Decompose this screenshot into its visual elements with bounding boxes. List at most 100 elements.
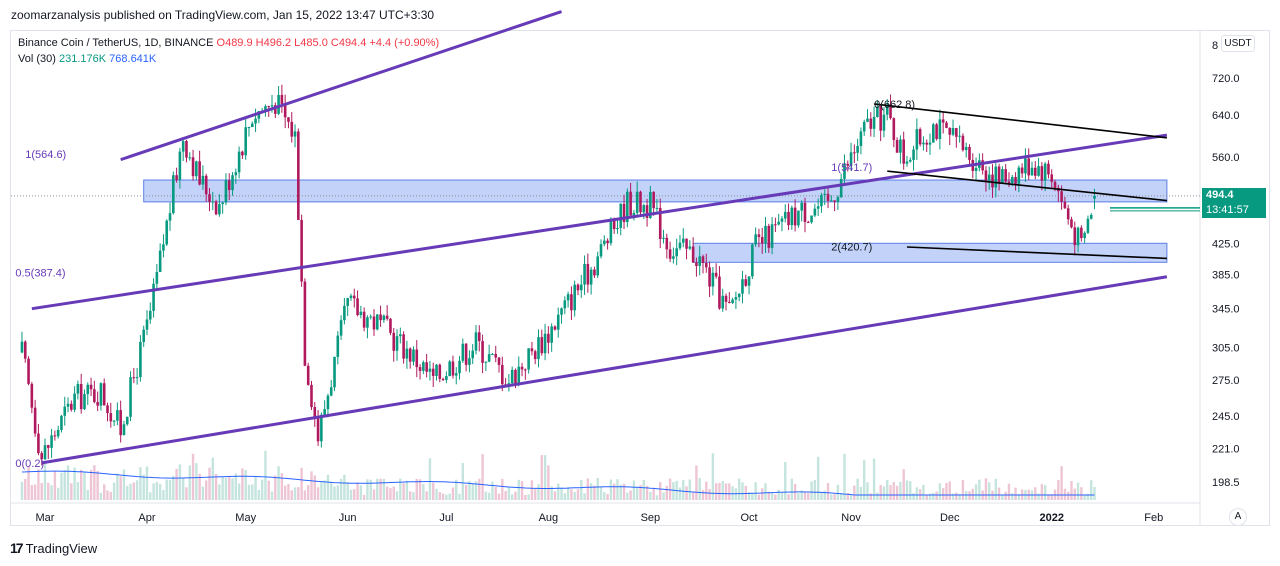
- price-zone: [692, 242, 1168, 263]
- volume-bar: [724, 483, 728, 500]
- volume-bar: [1090, 480, 1093, 500]
- candle-body: [461, 343, 465, 361]
- candle-body: [431, 368, 435, 376]
- y-tick-label: 305.0: [1212, 342, 1240, 354]
- volume-bar: [99, 492, 103, 500]
- candle-body: [188, 157, 192, 159]
- candle-body: [316, 417, 320, 442]
- candle-body: [494, 354, 498, 358]
- fib-label: 0(662.8): [874, 99, 915, 111]
- volume-bar: [807, 493, 810, 500]
- candle-body: [385, 315, 389, 319]
- volume-bar: [155, 481, 159, 500]
- volume-bar: [780, 493, 784, 500]
- candle-body: [454, 373, 458, 376]
- volume-bar: [422, 484, 425, 500]
- candle-body: [1030, 167, 1034, 176]
- candle-body: [938, 119, 942, 140]
- countdown-tag: 13:41:57: [1202, 203, 1266, 218]
- candle-body: [767, 225, 771, 248]
- candle-body: [359, 311, 363, 316]
- volume-bar: [583, 493, 586, 500]
- volume-bar: [260, 479, 264, 500]
- candle-body: [155, 272, 159, 284]
- volume-label[interactable]: Vol (30): [18, 53, 56, 65]
- volume-bar: [622, 483, 626, 500]
- volume-bar: [468, 481, 471, 500]
- volume-bar: [152, 483, 155, 500]
- candle-body: [853, 152, 856, 154]
- volume-bar: [872, 458, 876, 500]
- candle-body: [553, 326, 557, 330]
- candle-body: [1017, 167, 1021, 184]
- candle-body: [109, 413, 113, 422]
- volume-bar: [47, 482, 50, 500]
- volume-bar: [636, 486, 639, 500]
- candle-body: [70, 403, 73, 410]
- candle-body: [1073, 227, 1077, 246]
- candle-body: [415, 349, 419, 368]
- candle-body: [856, 146, 859, 153]
- candle-body: [754, 234, 757, 245]
- volume-bar: [313, 475, 316, 500]
- volume-bar: [849, 494, 853, 500]
- candle-body: [132, 377, 136, 379]
- volume-bar: [711, 453, 715, 500]
- volume-bar: [405, 480, 409, 500]
- candle-body: [185, 141, 188, 158]
- candle-body: [668, 249, 672, 259]
- candle-body: [951, 128, 955, 135]
- volume-bar: [471, 483, 474, 500]
- candle-body: [50, 435, 53, 448]
- volume-bar: [1063, 488, 1067, 500]
- candle-body: [681, 238, 685, 243]
- volume-bar: [925, 495, 928, 500]
- y-tick-label-partial: 8: [1212, 40, 1218, 52]
- volume-bar: [507, 487, 511, 500]
- volume-bar: [886, 480, 889, 500]
- volume-bar: [103, 484, 106, 500]
- candle-body: [823, 193, 827, 196]
- candle-body: [672, 256, 675, 259]
- candle-body: [1089, 214, 1093, 219]
- candle-body: [418, 367, 422, 371]
- candle-body: [662, 237, 665, 239]
- symbol-name[interactable]: Binance Coin / TetherUS, 1D, BINANCE: [18, 37, 214, 49]
- volume-bar: [899, 481, 902, 500]
- volume-bar: [50, 485, 53, 500]
- auto-scale-button[interactable]: A: [1229, 508, 1247, 526]
- volume-bar: [270, 491, 274, 500]
- volume-bar: [241, 468, 244, 500]
- currency-button[interactable]: USDT: [1221, 35, 1255, 52]
- candle-body: [257, 111, 261, 119]
- candle-body: [129, 377, 132, 417]
- candle-body: [547, 333, 550, 343]
- candle-body: [306, 365, 310, 385]
- volume-bar: [797, 493, 800, 500]
- tradingview-logo-icon[interactable]: 17: [10, 540, 24, 556]
- candle-body: [889, 104, 892, 119]
- fib-label: 1(541.7): [831, 162, 872, 174]
- chart-frame[interactable]: [10, 30, 1270, 526]
- volume-value: 231.176K: [58, 53, 107, 65]
- volume-bar: [455, 479, 458, 500]
- volume-bar: [520, 481, 524, 500]
- volume-bar: [1017, 494, 1021, 500]
- volume-bar: [432, 482, 435, 500]
- volume-ma-value: 768.641K: [109, 53, 157, 65]
- candle-body: [774, 224, 777, 226]
- candle-body: [675, 248, 678, 257]
- volume-bar: [1034, 487, 1037, 500]
- volume-bar: [550, 486, 553, 500]
- volume-bar: [412, 492, 415, 500]
- volume-bar: [820, 492, 823, 500]
- candle-body: [139, 341, 142, 378]
- volume-bar: [510, 494, 514, 500]
- volume-bar: [109, 491, 112, 500]
- volume-bar: [514, 491, 517, 500]
- volume-bar: [665, 485, 669, 500]
- candle-body: [1043, 163, 1047, 181]
- volume-bar: [369, 479, 372, 500]
- volume-bar: [606, 493, 609, 500]
